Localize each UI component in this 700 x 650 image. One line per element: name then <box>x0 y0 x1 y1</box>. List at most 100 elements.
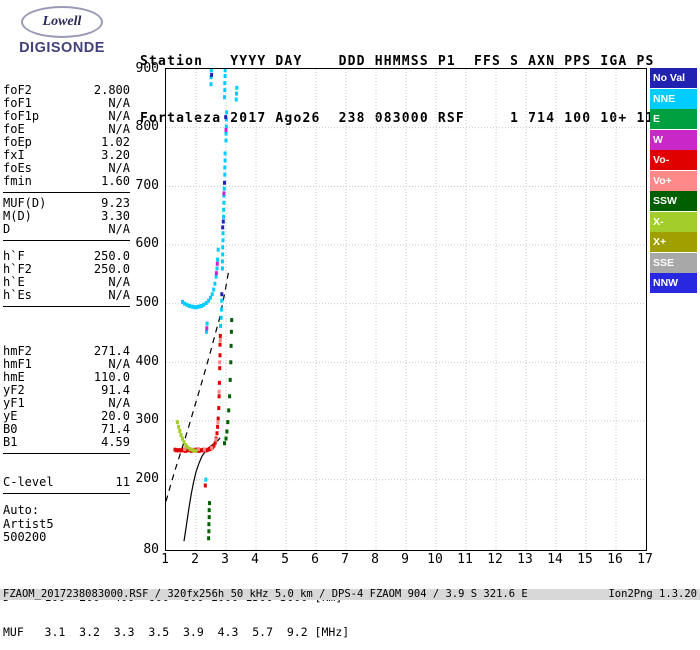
param-row-foE: foE N/A <box>3 123 130 136</box>
legend-item-w: W <box>650 129 697 150</box>
param-row-foEs: foEs N/A <box>3 162 130 175</box>
autoscaling-line: Artist5 <box>3 516 54 531</box>
param-group: MUF(D) 9.23 M(D) 3.30 D N/A <box>3 197 130 241</box>
param-group: h`F 250.0 h`F2 250.0 h`E N/A h`Es N/A <box>3 250 130 307</box>
param-row-C-level: C-level 11 <box>3 476 130 489</box>
param-row-h`F2: h`F2 250.0 <box>3 263 130 276</box>
param-row-fmin: fmin 1.60 <box>3 175 130 188</box>
y-tick-label: 500 <box>135 295 159 311</box>
legend-item-x-: X- <box>650 211 697 232</box>
param-label: fxI <box>3 148 25 162</box>
y-tick-label: 700 <box>135 177 159 193</box>
x-tick-label: 15 <box>577 552 593 567</box>
y-axis: 80 200 300 400 500 600 700 800 900 <box>126 62 162 556</box>
param-group: foF2 2.800 foF1 N/A foF1p N/A foE N/A foEp 1.02 fx… <box>3 84 130 193</box>
param-value: 91.4 <box>101 383 130 397</box>
param-label: fmin <box>3 174 32 188</box>
param-label: foEp <box>3 135 32 149</box>
param-value: N/A <box>108 122 130 136</box>
param-value: 9.23 <box>101 196 130 210</box>
param-label: yF1 <box>3 396 25 410</box>
param-value: N/A <box>108 109 130 123</box>
y-tick-label: 800 <box>135 119 159 135</box>
param-row-foF1: foF1 N/A <box>3 97 130 110</box>
param-label: hmE <box>3 370 25 384</box>
param-row-hmF1: hmF1 N/A <box>3 358 130 371</box>
param-row-h`F: h`F 250.0 <box>3 250 130 263</box>
ionogram-plot <box>165 68 647 551</box>
echo-series-spread-echoes <box>181 69 239 482</box>
param-value: 1.02 <box>101 135 130 149</box>
param-label: foE <box>3 122 25 136</box>
y-tick-label: 200 <box>135 471 159 487</box>
x-tick-label: 11 <box>457 552 473 567</box>
param-label: foF1 <box>3 96 32 110</box>
ionogram-canvas <box>166 69 646 550</box>
x-tick-label: 13 <box>517 552 533 567</box>
param-label: foF2 <box>3 83 32 97</box>
station-header: Station YYYY DAY DDD HHMMSS P1 FFS S AXN… <box>140 14 655 147</box>
legend-item-x-: X+ <box>650 232 697 252</box>
param-label: M(D) <box>3 209 32 223</box>
y-tick-label: 900 <box>135 60 159 76</box>
x-tick-label: 3 <box>221 552 229 567</box>
y-tick-label: 300 <box>135 412 159 428</box>
header-line1: Station YYYY DAY DDD HHMMSS P1 FFS S AXN… <box>140 54 655 69</box>
y-tick-label: 600 <box>135 236 159 252</box>
direction-legend: No Val NNE E W Vo- Vo+ SSW X- X+ SSE NNW <box>650 68 697 294</box>
param-value: 71.4 <box>101 422 130 436</box>
param-row-h`E: h`E N/A <box>3 276 130 289</box>
x-tick-label: 9 <box>401 552 409 567</box>
x-tick-label: 7 <box>341 552 349 567</box>
legend-item-nne: NNE <box>650 88 697 109</box>
param-row-fxI: fxI 3.20 <box>3 149 130 162</box>
param-value: 110.0 <box>93 370 130 384</box>
muf-row: MUF 3.1 3.2 3.3 3.5 3.9 4.3 5.7 9.2 [MHz… <box>3 624 350 639</box>
param-value: N/A <box>108 96 130 110</box>
status-file-info: FZAOM_2017238083000.RSF / 320fx256h 50 k… <box>3 588 528 600</box>
param-row-hmF2: hmF2 271.4 <box>3 345 130 358</box>
legend-item-vo-: Vo- <box>650 150 697 170</box>
param-label: foF1p <box>3 109 40 123</box>
param-label: hmF1 <box>3 357 32 371</box>
param-value: 11 <box>115 475 130 489</box>
param-row-B0: B0 71.4 <box>3 423 130 436</box>
param-row-MUF(D): MUF(D) 9.23 <box>3 197 130 210</box>
param-row-foEp: foEp 1.02 <box>3 136 130 149</box>
autoscaling-line: Auto: <box>3 503 40 517</box>
param-row-yF1: yF1 N/A <box>3 397 130 410</box>
echo-series-no-value-echoes <box>210 72 228 297</box>
status-bar: FZAOM_2017238083000.RSF / 320fx256h 50 k… <box>0 589 700 600</box>
param-label: B1 <box>3 435 18 449</box>
lowell-digisonde-logo: Lowell DIGISONDE <box>10 6 114 56</box>
param-row-D: D N/A <box>3 223 130 236</box>
header-line2: Fortaleza 2017 Ago26 238 083000 RSF 1 71… <box>140 111 655 126</box>
param-value: N/A <box>108 161 130 175</box>
echo-series-off-vertical-west <box>205 128 228 331</box>
param-value: N/A <box>108 396 130 410</box>
param-label: D <box>3 222 11 236</box>
param-row-yF2: yF2 91.4 <box>3 384 130 397</box>
x-axis: 1 2 3 4 5 6 7 8 9 10 11 12 13 14 15 16 17 <box>161 552 653 567</box>
param-row-yE: yE 20.0 <box>3 410 130 423</box>
param-label: MUF(D) <box>3 196 47 210</box>
param-value: 4.59 <box>101 435 130 449</box>
legend-item-e: E <box>650 109 697 129</box>
x-tick-label: 4 <box>251 552 259 567</box>
x-tick-label: 8 <box>371 552 379 567</box>
param-value: N/A <box>108 222 130 236</box>
parameter-panel: foF2 2.800 foF1 N/A foF1p N/A foE N/A foEp 1.02 fx… <box>3 84 130 545</box>
legend-item-sse: SSE <box>650 252 697 273</box>
param-row-foF2: foF2 2.800 <box>3 84 130 97</box>
param-label: h`Es <box>3 288 32 302</box>
x-tick-label: 12 <box>487 552 503 567</box>
x-tick-label: 2 <box>191 552 199 567</box>
x-tick-label: 17 <box>637 552 653 567</box>
x-tick-label: 14 <box>547 552 563 567</box>
param-label: hmF2 <box>3 344 32 358</box>
param-row-hmE: hmE 110.0 <box>3 371 130 384</box>
param-value: 20.0 <box>101 409 130 423</box>
param-value: 2.800 <box>93 83 130 97</box>
autoscaling-line: 500200 <box>3 530 47 544</box>
logo-oval: Lowell <box>21 6 103 38</box>
